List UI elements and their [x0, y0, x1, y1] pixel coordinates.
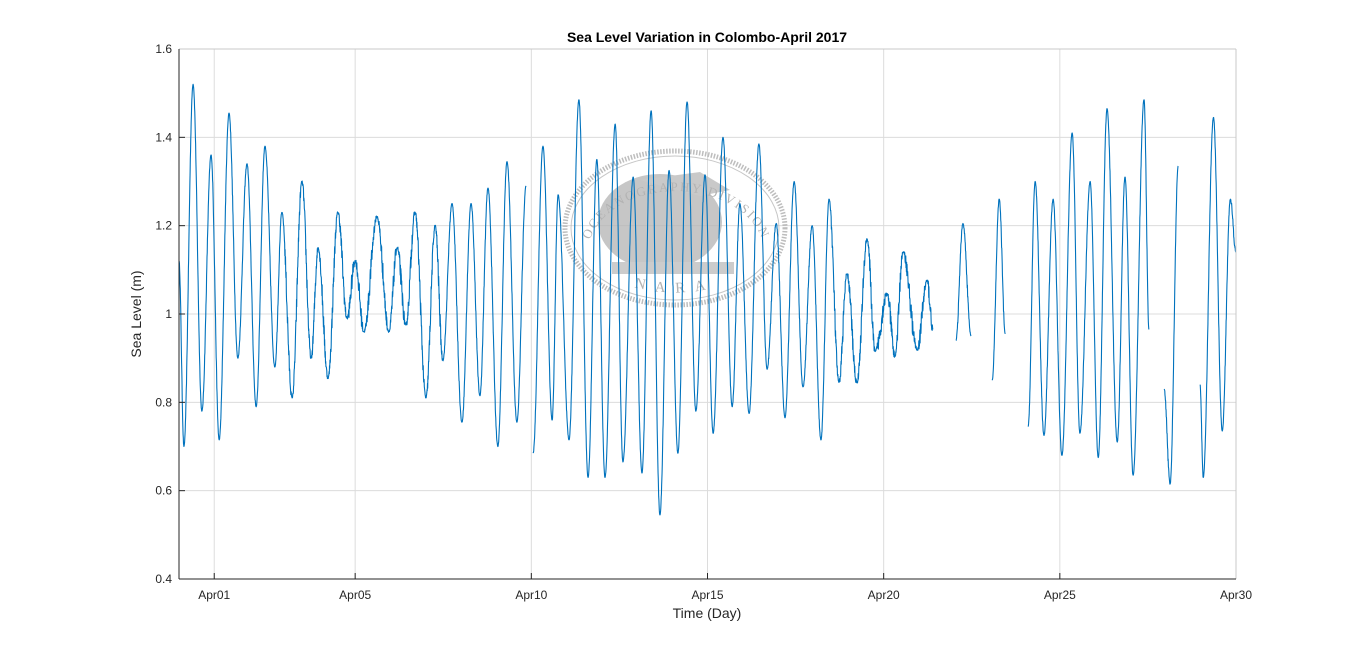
y-tick-label: 1.2 — [155, 219, 172, 233]
x-tick-label: Apr05 — [339, 588, 371, 602]
seal-bird-icon — [640, 172, 730, 196]
series-line-segment — [955, 222, 972, 342]
grid-lines — [179, 48, 1237, 580]
seal-outer-ring — [562, 148, 788, 308]
seal-inner-ring — [570, 155, 780, 301]
x-axis-label: Time (Day) — [673, 605, 742, 621]
y-tick-label: 1.4 — [155, 130, 172, 144]
x-tick-label: Apr15 — [691, 588, 723, 602]
y-tick-label: 1 — [165, 307, 172, 321]
series-line-segment — [1199, 116, 1237, 478]
y-tick-label: 1.6 — [155, 42, 172, 56]
x-tick-label: Apr01 — [198, 588, 230, 602]
axes — [178, 48, 1237, 580]
y-axis-label: Sea Level (m) — [128, 270, 144, 357]
seal-bottom-text: NARA — [633, 276, 716, 297]
series-line-segment — [1163, 165, 1179, 485]
y-tick-label: 0.8 — [155, 395, 172, 409]
chart-title: Sea Level Variation in Colombo-April 201… — [567, 29, 847, 45]
tick-labels: 0.4 0.6 0.8 1 1.2 1.4 1.6 Apr01 Apr05 Apr10 Apr15 A… — [155, 42, 1252, 602]
series-line-segment — [1027, 99, 1150, 476]
y-tick-label: 0.4 — [155, 572, 172, 586]
x-tick-label: Apr10 — [515, 588, 547, 602]
series-line-segment — [991, 198, 1006, 381]
sea-level-series — [178, 83, 1237, 516]
series-line-segment — [532, 99, 934, 516]
x-tick-label: Apr25 — [1044, 588, 1076, 602]
series-line-segment — [178, 83, 527, 448]
y-tick-label: 0.6 — [155, 484, 172, 498]
x-tick-label: Apr30 — [1220, 588, 1252, 602]
x-tick-label: Apr20 — [868, 588, 900, 602]
